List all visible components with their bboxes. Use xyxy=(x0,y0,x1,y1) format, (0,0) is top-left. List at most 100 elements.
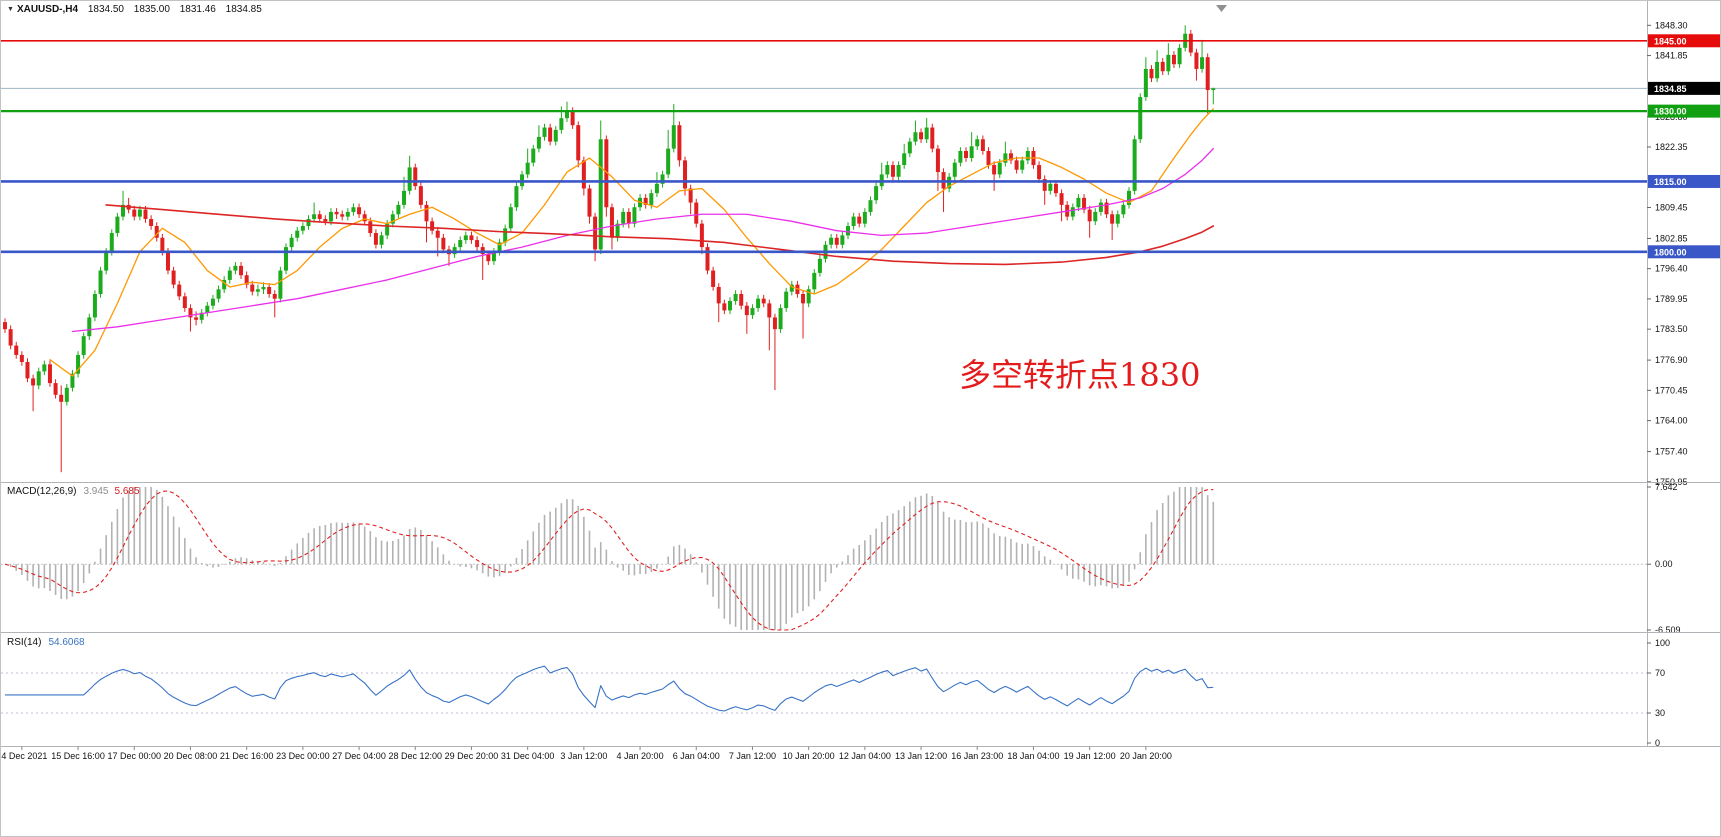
time-axis-label: 31 Dec 04:00 xyxy=(501,751,555,761)
candle xyxy=(801,290,806,339)
candle xyxy=(233,262,238,275)
candle xyxy=(806,285,811,308)
time-axis-label: 28 Dec 12:00 xyxy=(388,751,442,761)
candle xyxy=(1121,201,1126,219)
candle xyxy=(576,121,581,168)
candle xyxy=(778,304,783,333)
candle xyxy=(840,231,845,249)
price-badge-1845.00[interactable]: 1845.00 xyxy=(1648,34,1720,48)
candle xyxy=(744,301,749,334)
price-tick-label: 1848.30 xyxy=(1655,20,1688,30)
candle xyxy=(548,123,553,146)
candle xyxy=(227,266,232,284)
rsi-panel[interactable]: 100 70 30 0 xyxy=(1,638,1670,748)
candle xyxy=(14,341,19,359)
time-axis-label: 27 Dec 04:00 xyxy=(332,751,386,761)
ohlc-open: 1834.50 xyxy=(87,4,124,15)
macd-histogram xyxy=(9,487,1215,630)
candle xyxy=(1166,43,1171,76)
candle xyxy=(615,219,620,242)
macd-panel[interactable]: 7.642 0.00 -6.509 xyxy=(1,482,1681,635)
candle xyxy=(1132,135,1137,195)
candle xyxy=(1143,57,1148,101)
candle xyxy=(334,208,339,219)
candle xyxy=(1008,149,1013,165)
ohlc-low: 1831.46 xyxy=(179,4,216,15)
candle xyxy=(463,231,468,244)
candle xyxy=(250,280,255,296)
time-axis-label: 16 Jan 23:00 xyxy=(951,751,1003,761)
main-price-panel[interactable] xyxy=(1,25,1647,473)
candle xyxy=(907,137,912,158)
price-axis[interactable]: 1848.301841.851828.801822.351809.451802.… xyxy=(1647,1,1720,747)
candle xyxy=(885,161,890,179)
candle xyxy=(480,243,485,280)
candle xyxy=(935,144,940,191)
candle xyxy=(694,198,699,228)
candle xyxy=(958,147,963,167)
rsi-axis-label: 30 xyxy=(1655,708,1665,718)
rsi-indicator-label: RSI(14) 54.6068 xyxy=(7,637,85,648)
candle xyxy=(772,313,777,391)
candle xyxy=(126,197,131,214)
candle xyxy=(1177,44,1182,68)
candle xyxy=(581,156,586,196)
candle xyxy=(531,144,536,167)
candle xyxy=(300,222,305,235)
candle xyxy=(312,202,317,223)
candle xyxy=(890,161,895,181)
current-price-badge[interactable]: 1834.85 xyxy=(1648,81,1720,95)
candle xyxy=(598,120,603,255)
candle xyxy=(829,233,834,249)
symbol-dropdown-icon[interactable]: ▼ xyxy=(7,6,14,13)
candle xyxy=(1110,210,1115,241)
candle xyxy=(514,182,519,212)
macd-axis-label: -6.509 xyxy=(1655,625,1681,635)
candle xyxy=(1200,39,1205,73)
candle xyxy=(817,255,822,277)
candle xyxy=(1194,48,1199,81)
time-axis-label: 23 Dec 00:00 xyxy=(276,751,330,761)
candle xyxy=(1059,189,1064,222)
ohlc-high: 1835.00 xyxy=(133,4,170,15)
candle xyxy=(699,219,704,255)
price-badge-1800.00[interactable]: 1800.00 xyxy=(1648,245,1720,259)
candle xyxy=(536,125,541,153)
candle xyxy=(295,226,300,242)
candle xyxy=(1098,198,1103,216)
price-tick-label: 1789.95 xyxy=(1655,294,1688,304)
candlestick-series xyxy=(3,25,1216,473)
candle xyxy=(340,210,345,221)
candle xyxy=(1070,203,1075,221)
text-annotation[interactable]: 多空转折点1830 xyxy=(959,356,1201,394)
time-axis-label: 4 Jan 20:00 xyxy=(617,751,664,761)
candle xyxy=(357,203,362,219)
candle xyxy=(115,212,120,237)
rsi-axis-label: 0 xyxy=(1655,738,1660,748)
candle xyxy=(1183,25,1188,52)
candle xyxy=(261,282,266,294)
candle xyxy=(862,208,867,228)
candle xyxy=(750,304,755,319)
candle xyxy=(149,215,154,230)
time-axis[interactable]: 14 Dec 2021 15 Dec 16:00 17 Dec 00:00 20 De… xyxy=(1,482,1721,762)
candle xyxy=(722,299,727,315)
price-badge-1830.00[interactable]: 1830.00 xyxy=(1648,104,1720,118)
candle xyxy=(924,118,929,144)
ohlc-close: 1834.85 xyxy=(225,4,262,15)
candle xyxy=(278,266,283,303)
macd-name: MACD(12,26,9) xyxy=(7,486,77,497)
price-tick-label: 1822.35 xyxy=(1655,142,1688,152)
candle xyxy=(654,172,659,197)
candle xyxy=(812,269,817,294)
candle xyxy=(1160,58,1165,76)
price-badge-1815.00[interactable]: 1815.00 xyxy=(1648,174,1720,188)
candle xyxy=(306,215,311,230)
chart-shift-marker[interactable] xyxy=(1216,5,1227,12)
time-axis-label: 10 Jan 20:00 xyxy=(783,751,835,761)
candle xyxy=(42,360,47,376)
candle xyxy=(379,231,384,249)
time-axis-label: 20 Jan 20:00 xyxy=(1120,751,1172,761)
candle xyxy=(1076,194,1081,212)
